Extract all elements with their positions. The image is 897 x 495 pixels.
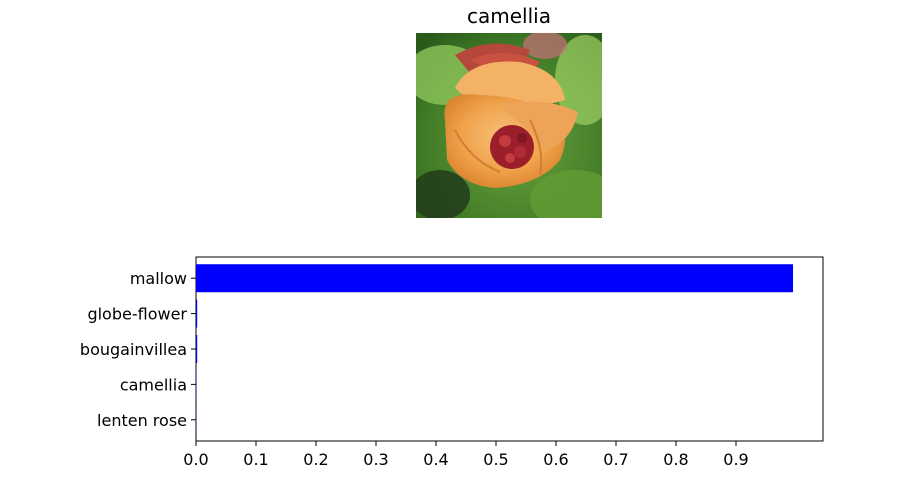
y-tick-label: globe-flower xyxy=(87,305,187,324)
x-tick-label: 0.1 xyxy=(243,450,268,469)
x-tick-label: 0.0 xyxy=(183,450,208,469)
x-tick-label: 0.8 xyxy=(663,450,688,469)
bar-bougainvillea xyxy=(196,335,198,363)
y-tick-label: lenten rose xyxy=(97,411,187,430)
bar-mallow xyxy=(196,264,793,293)
x-tick-label: 0.3 xyxy=(363,450,388,469)
y-axis-ticks: mallow globe-flower bougainvillea camellia l… xyxy=(80,269,196,430)
bars-group xyxy=(196,264,793,434)
x-tick-label: 0.6 xyxy=(543,450,568,469)
x-tick-label: 0.2 xyxy=(303,450,328,469)
x-tick-label: 0.5 xyxy=(483,450,508,469)
y-tick-label: bougainvillea xyxy=(80,340,187,359)
bar-chart: mallow globe-flower bougainvillea camellia l… xyxy=(80,256,824,469)
bar-globe-flower xyxy=(196,299,198,328)
flower-image xyxy=(416,33,602,218)
x-axis-ticks: 0.0 0.1 0.2 0.3 0.4 0.5 0.6 0.7 0.8 0.9 xyxy=(183,441,749,469)
image-title: camellia xyxy=(467,4,551,28)
x-tick-label: 0.9 xyxy=(723,450,748,469)
x-tick-label: 0.7 xyxy=(603,450,628,469)
y-tick-label: mallow xyxy=(130,269,187,288)
y-tick-label: camellia xyxy=(120,375,187,394)
x-tick-label: 0.4 xyxy=(423,450,448,469)
